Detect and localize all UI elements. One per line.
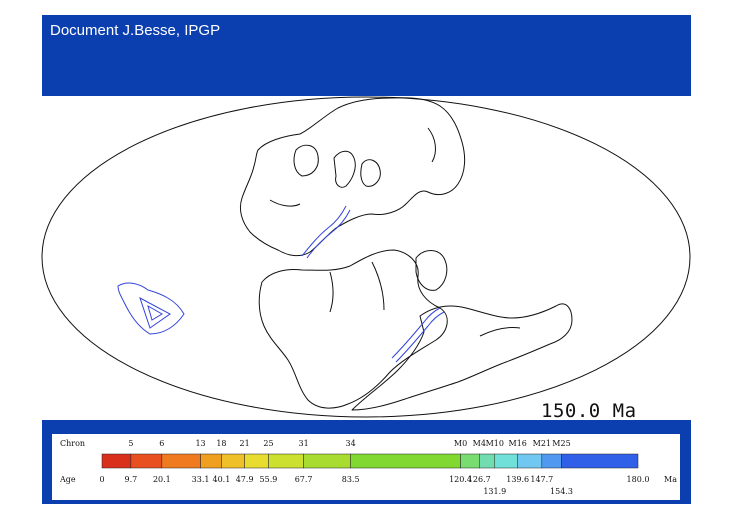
age-labels: 0 9.7 20.1 33.1 40.1 47.9 55.9 67.7 83.5 120.4126… (99, 475, 649, 496)
age-tick-label: 180.0 (627, 475, 650, 484)
continent-gondwana-east (351, 303, 573, 411)
chron-label: 18 (216, 439, 226, 448)
oceanic-plate-inner (139, 296, 171, 329)
paleogeographic-map (41, 96, 691, 418)
ridge-central-atlantic-2 (306, 209, 351, 259)
chron-label: M25 (552, 439, 570, 448)
coast-island-east (415, 250, 448, 291)
age-tick-label: 139.6 (506, 475, 529, 484)
coast-detail-e (427, 127, 436, 163)
magnetic-chron-scale: Chron Age 5 6 13 18 21 25 31 34 M0 M4 M10 M16 M21 M25… (52, 434, 680, 500)
oceanic-plate-outline (117, 282, 185, 335)
age-tick-label: 47.9 (236, 475, 254, 484)
chron-label: 25 (263, 439, 273, 448)
coast-europe (333, 150, 356, 188)
scale-segment (161, 453, 201, 469)
ridge-indian (391, 307, 441, 359)
scale-segment (479, 453, 496, 469)
scale-segment (303, 453, 351, 469)
chron-label: M21 (533, 439, 551, 448)
age-tick-label: 40.1 (213, 475, 231, 484)
scale-segment (350, 453, 461, 469)
scale-segment (561, 453, 639, 469)
chron-label: M0 (454, 439, 467, 448)
continent-gondwana-west (258, 249, 448, 409)
age-tick-label-lower: 154.3 (550, 487, 573, 496)
chron-label: 5 (128, 439, 133, 448)
age-tick-label: 55.9 (260, 475, 278, 484)
chron-label: M16 (509, 439, 527, 448)
header-banner: Document J.Besse, IPGP (42, 15, 691, 96)
scale-segment (460, 453, 480, 469)
age-tick-label: 83.5 (342, 475, 360, 484)
chron-label: 34 (346, 439, 356, 448)
coast-detail-b (371, 261, 385, 311)
ridge-indian-2 (395, 311, 445, 363)
age-tick-label: 9.7 (125, 475, 138, 484)
scale-segment (268, 453, 304, 469)
oceanic-plate-core (147, 304, 163, 321)
scale-segment (221, 453, 245, 469)
age-tick-label: 67.7 (295, 475, 313, 484)
scale-segment (130, 453, 163, 469)
coast-greenland (293, 144, 319, 177)
age-tick-label: 0 (99, 475, 104, 484)
age-tick-label: 20.1 (153, 475, 171, 484)
chron-row-label: Chron (60, 439, 85, 448)
age-tick-label: 147.7 (530, 475, 553, 484)
coast-detail-c (479, 327, 521, 337)
age-tick-label: 33.1 (192, 475, 210, 484)
age-tick-label-lower: 131.9 (483, 487, 506, 496)
credit-text: Document J.Besse, IPGP (50, 22, 221, 39)
continent-laurasia (239, 97, 466, 257)
scale-segment (244, 453, 269, 469)
age-tick-label: 126.7 (468, 475, 491, 484)
ridge-central-atlantic (301, 205, 347, 257)
coast-baltic (360, 159, 381, 187)
map-age-label: 150.0 Ma (541, 400, 637, 422)
unit-label: Ma (664, 475, 677, 484)
coast-detail-a (329, 271, 334, 313)
chron-labels: 5 6 13 18 21 25 31 34 M0 M4 M10 M16 M21 M25 (128, 439, 570, 448)
chron-label: M10 (486, 439, 504, 448)
scale-segment (517, 453, 543, 469)
chron-label: 31 (299, 439, 309, 448)
age-row-label: Age (59, 475, 76, 484)
scale-segment (200, 453, 222, 469)
projection-outline (41, 96, 691, 418)
coast-detail-d (269, 199, 301, 207)
chron-label: 21 (240, 439, 250, 448)
chron-label: 6 (159, 439, 164, 448)
chron-label: 13 (195, 439, 205, 448)
scale-segment (541, 453, 562, 469)
scale-segment (101, 453, 132, 469)
scale-segment (494, 453, 518, 469)
chron-label: M4 (473, 439, 486, 448)
age-tick-label: 120.4 (449, 475, 472, 484)
color-bar (101, 453, 639, 469)
